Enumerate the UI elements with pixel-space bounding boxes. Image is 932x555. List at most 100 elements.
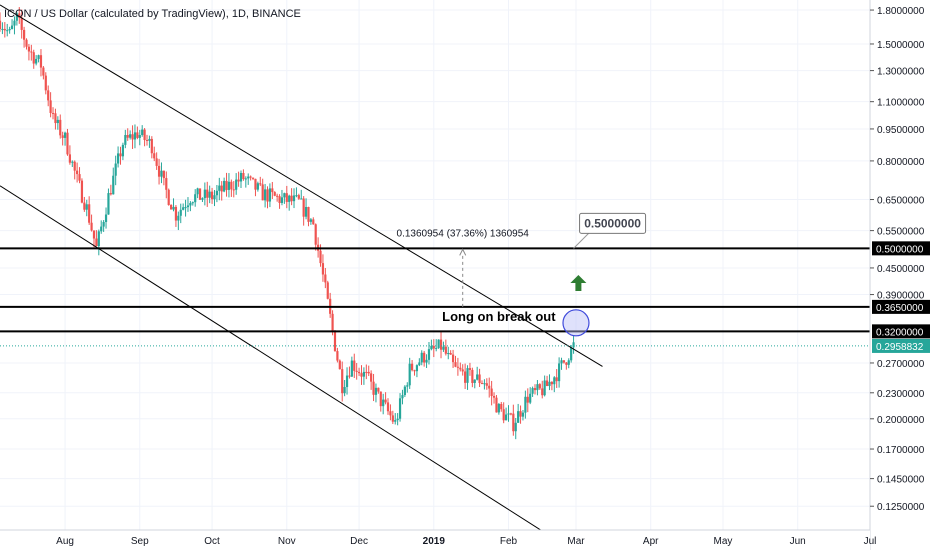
candle-body: [562, 360, 566, 363]
price-tick-label: 0.8000000: [877, 157, 925, 168]
candle-body: [51, 112, 55, 114]
trend-lines[interactable]: [0, 4, 603, 540]
time-tick-label: Dec: [350, 536, 368, 547]
candle-body: [266, 189, 269, 202]
candle-body: [239, 172, 243, 182]
candle-body: [403, 386, 406, 396]
candle-body: [543, 380, 546, 396]
horizontal-lines[interactable]: [0, 247, 870, 347]
callout-box[interactable]: [579, 212, 647, 234]
candle-body: [473, 379, 476, 383]
breakout-circle[interactable]: [562, 309, 590, 337]
candle-body: [206, 189, 209, 198]
candle-body: [90, 222, 93, 231]
candle-body: [210, 191, 214, 200]
level-price-tag: 0.5000000: [876, 244, 924, 255]
candle-body: [526, 396, 529, 403]
candle-body: [157, 165, 161, 177]
candle-body: [394, 420, 397, 422]
candle-body: [107, 193, 110, 215]
candle-body: [223, 180, 226, 192]
candle-body: [413, 370, 416, 372]
candle-body: [8, 29, 11, 31]
price-tick-label: 1.8000000: [877, 6, 925, 17]
candle-body: [483, 383, 486, 385]
candle-body: [386, 402, 390, 412]
price-tick-label: 0.1450000: [877, 475, 925, 486]
candle-body: [341, 369, 344, 394]
candle-body: [220, 185, 223, 192]
candle-body: [114, 163, 117, 176]
price-axis[interactable]: 1.8000000 1.5000000 1.3000000 1.1000000 0.95…: [869, 0, 932, 550]
candle-body: [10, 25, 14, 30]
candle-body: [439, 339, 443, 350]
candle-body: [401, 395, 404, 399]
candle-body: [379, 391, 382, 407]
candle-body: [545, 380, 549, 387]
candle-body: [464, 371, 467, 383]
candle-body: [541, 388, 544, 396]
candle-body: [420, 352, 423, 363]
candle-body: [78, 174, 81, 181]
candle-body: [121, 144, 125, 157]
time-tick-label: Jun: [790, 536, 806, 547]
candle-body: [504, 414, 508, 421]
candle-body: [124, 134, 127, 145]
candle-body: [517, 411, 520, 423]
candle-body: [398, 398, 402, 419]
candle-body: [230, 181, 233, 190]
candle-body: [355, 370, 358, 372]
candle-body: [83, 202, 86, 210]
candle-body: [519, 411, 522, 417]
candle-body: [553, 377, 556, 385]
callout-label: 0.5000000: [584, 216, 641, 230]
candle-body: [536, 384, 539, 391]
candle-body: [276, 195, 279, 197]
candle-body: [507, 413, 510, 415]
current-price-tag-bg: [872, 338, 930, 353]
time-axis[interactable]: Aug Sep Oct Nov Dec 2019 Feb Mar Apr May Jun Jul: [0, 529, 876, 550]
candle-body: [76, 170, 79, 175]
candle-body: [466, 368, 469, 383]
candle-body: [66, 132, 69, 155]
candle-body: [435, 347, 438, 349]
candle-body: [442, 346, 445, 350]
candle-body: [565, 362, 568, 365]
candle-body: [49, 100, 52, 113]
trend-line[interactable]: [0, 185, 555, 540]
candle-body: [126, 134, 129, 138]
candle-body: [425, 359, 428, 363]
candle-body: [314, 224, 317, 245]
price-tick-label: 1.5000000: [877, 40, 925, 51]
candle-body: [444, 346, 447, 354]
candle-body: [63, 132, 67, 138]
candle-body: [302, 198, 305, 217]
current-price-tag: 0.2958832: [876, 342, 924, 353]
candle-body: [133, 132, 137, 140]
candle-body: [480, 383, 484, 385]
candle-body: [570, 347, 573, 361]
candle-body: [116, 153, 120, 164]
candle-body: [150, 138, 153, 154]
candle-body: [396, 418, 399, 421]
candle-body: [555, 377, 558, 382]
time-tick-label: Nov: [278, 536, 296, 547]
candle-body: [500, 404, 503, 410]
candle-body: [102, 221, 105, 227]
candle-body: [112, 175, 115, 195]
level-price-tag-bg: [872, 324, 930, 339]
annotations[interactable]: 0.1360954 (37.36%) 1360954 0.5000000 Long …: [397, 212, 647, 337]
candle-body: [533, 388, 537, 391]
candle-body: [104, 214, 108, 222]
price-axis-bg: [870, 0, 932, 550]
candle-body: [309, 219, 312, 222]
candle-body: [201, 198, 204, 200]
candle-body: [155, 158, 158, 166]
candle-body: [324, 274, 327, 283]
candle-body: [288, 195, 291, 202]
candle-body: [514, 422, 517, 432]
candle-body: [490, 388, 493, 397]
candle-body: [73, 161, 76, 171]
